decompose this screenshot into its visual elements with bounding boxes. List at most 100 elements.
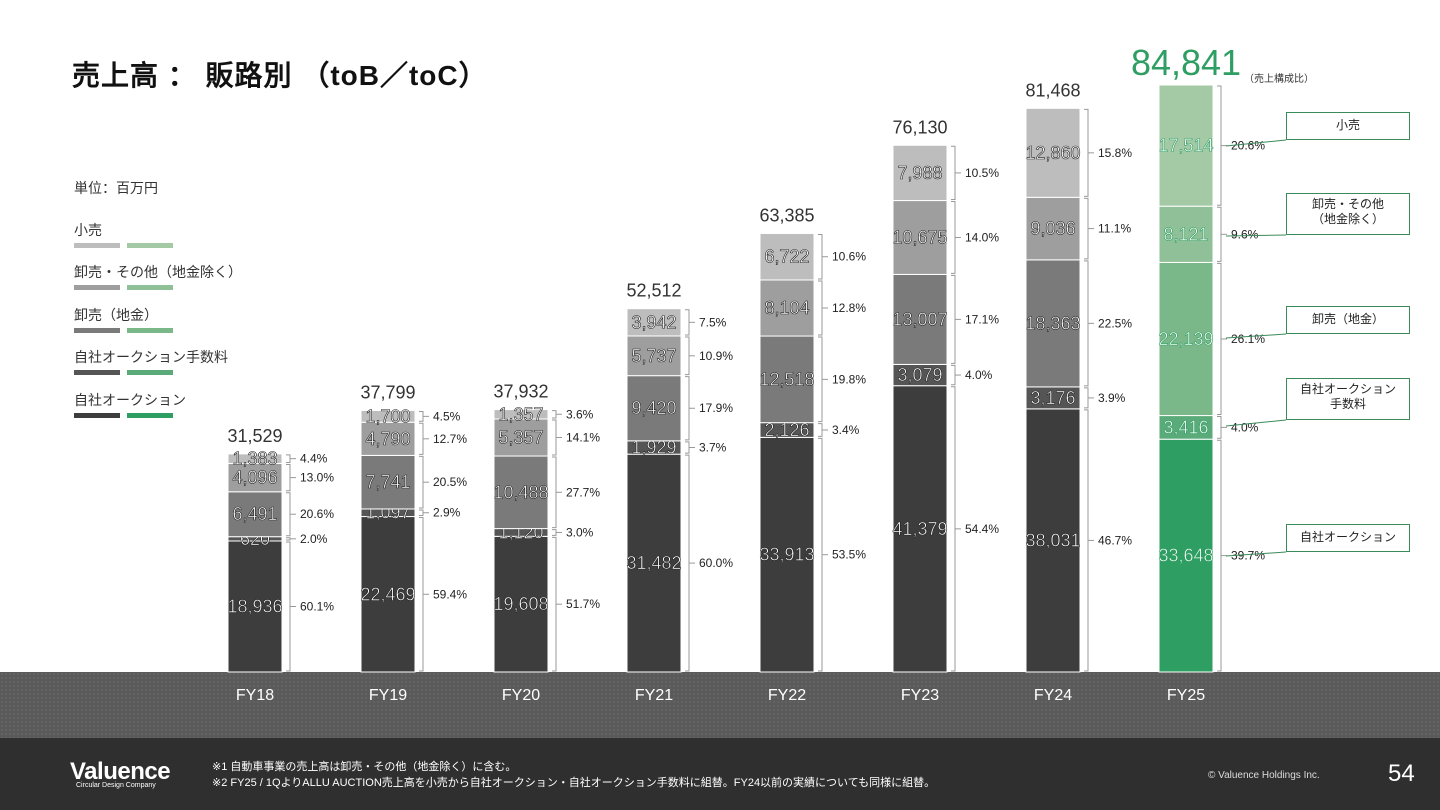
percent-label: 27.7% [566, 485, 600, 499]
bar-value-label: 8,121 [1163, 224, 1208, 244]
legend-swatch-auction-gray [74, 413, 120, 418]
bar-value-label: 22,469 [360, 584, 415, 604]
callout-auction-fee: 自社オークション 手数料 [1286, 378, 1410, 420]
bar-value-label: 13,007 [892, 309, 947, 329]
bracket [1084, 108, 1089, 197]
percent-label: 2.0% [300, 532, 328, 546]
bar-value-label: 1,929 [631, 438, 676, 458]
bracket [286, 537, 291, 541]
percent-label: 2.9% [433, 506, 461, 520]
bar-value-label: 9,036 [1030, 219, 1075, 239]
bar-value-label: 31,482 [626, 553, 681, 573]
bar-segment [892, 144, 948, 202]
bar-value-label: 9,420 [631, 398, 676, 418]
page-title: 売上高 ： 販路別 （toB／toC） [72, 60, 488, 91]
bar-segment [360, 409, 416, 423]
unit-label: 単位：百万円 [74, 180, 158, 196]
bar-value-label: 3,942 [631, 312, 676, 332]
bracket [552, 456, 557, 529]
legend-label-auction-fee: 自社オークション手数料 [74, 349, 228, 365]
percent-label: 20.6% [1231, 139, 1265, 153]
stacked-bar-chart: 18,936 60.1%620 2.0%6,491 20.6%4,096 13.0%1,… [227, 42, 1287, 704]
bracket [951, 145, 956, 201]
legend-swatch-auction-green [127, 413, 173, 418]
x-tick-label: FY20 [502, 687, 540, 704]
bar-segment [626, 335, 682, 377]
bracket [552, 419, 557, 456]
bracket [951, 386, 956, 672]
bar-total-label: 84,841 [1131, 42, 1241, 83]
bracket [951, 201, 956, 274]
bracket [818, 423, 823, 437]
percent-label: 20.5% [433, 475, 467, 489]
percent-label: 13.0% [300, 471, 334, 485]
percent-label: 4.4% [300, 452, 328, 466]
percent-label: 7.5% [699, 315, 727, 329]
bar-segment [360, 421, 416, 456]
bar-total-label: 31,529 [227, 426, 282, 446]
percent-label: 60.1% [300, 599, 334, 613]
percent-label: 15.8% [1098, 146, 1132, 160]
bar-value-label: 1,700 [365, 406, 410, 426]
bar-segment [493, 418, 549, 457]
x-tick-label: FY23 [901, 687, 939, 704]
callout-retail: 小売 [1286, 112, 1410, 140]
percent-label: 22.5% [1098, 316, 1132, 330]
bracket [951, 364, 956, 386]
percent-label: 51.7% [566, 597, 600, 611]
bar-value-label: 18,936 [227, 596, 282, 616]
bar-segment [493, 535, 549, 673]
bracket [1217, 85, 1222, 206]
footnote-1: ※1 自動車事業の売上高は卸売・その他（地金除く）に含む。 [212, 761, 517, 773]
bracket [818, 336, 823, 423]
bar-segment [759, 335, 815, 424]
percent-label: 9.6% [1231, 227, 1259, 241]
bracket [685, 309, 690, 336]
bar-segment [626, 308, 682, 337]
bar-value-label: 17,514 [1158, 136, 1213, 156]
percent-label: 4.0% [965, 368, 993, 382]
bracket [419, 455, 424, 509]
legend-swatch-retail-gray [74, 243, 120, 248]
bracket [1084, 409, 1089, 672]
percent-label: 39.7% [1231, 549, 1265, 563]
percent-label: 26.1% [1231, 332, 1265, 346]
x-tick-label: FY22 [768, 687, 806, 704]
x-tick-label: FY18 [236, 687, 274, 704]
callout-leader-line [1225, 333, 1287, 339]
percent-label: 19.8% [832, 372, 866, 386]
composition-note: （売上構成比） [1244, 74, 1314, 85]
bracket [1217, 439, 1222, 672]
percent-label: 10.6% [832, 250, 866, 264]
percent-label: 11.1% [1098, 222, 1131, 236]
bar-segment [1025, 107, 1081, 198]
company-tagline: Circular Design Company [76, 782, 156, 789]
callout-wholesale-other: 卸売・その他 （地金除く） [1286, 193, 1410, 235]
legend-swatch-retail-green [127, 243, 173, 248]
bar-segment [1158, 84, 1214, 207]
percent-label: 3.9% [1098, 391, 1126, 405]
percent-label: 4.0% [1231, 420, 1259, 434]
callout-leader-line [1225, 551, 1287, 557]
bar-value-label: 4,096 [232, 468, 277, 488]
footer-bar [0, 738, 1440, 810]
percent-label: 20.6% [300, 507, 334, 521]
percent-label: 46.7% [1098, 533, 1132, 547]
percent-label: 4.5% [433, 409, 461, 423]
bar-segment [493, 455, 549, 530]
bracket [818, 437, 823, 672]
bar-total-label: 81,468 [1025, 80, 1080, 100]
page-number: 54 [1388, 760, 1415, 787]
bar-segment [759, 436, 815, 673]
percent-label: 59.4% [433, 587, 467, 601]
bar-value-label: 3,176 [1030, 388, 1075, 408]
legend-swatch-wholesale-other-gray [74, 285, 120, 290]
percent-label: 3.4% [832, 423, 860, 437]
percent-label: 10.9% [699, 349, 733, 363]
bar-segment [892, 273, 948, 365]
bar-value-label: 5,357 [498, 427, 543, 447]
callout-leader-line [1225, 234, 1287, 237]
bar-segment [360, 516, 416, 673]
bar-value-label: 33,648 [1158, 546, 1213, 566]
legend-label-retail: 小売 [74, 222, 102, 238]
